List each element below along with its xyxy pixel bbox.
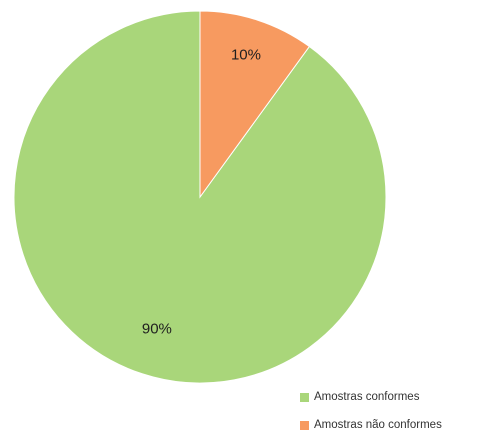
legend-item-nao-conformes: Amostras não conformes bbox=[300, 416, 492, 434]
chart-legend: Amostras conformes Amostras não conforme… bbox=[300, 388, 492, 444]
pie-slices bbox=[13, 10, 387, 384]
legend-label-conformes: Amostras conformes bbox=[314, 391, 420, 403]
pie-slice-1 bbox=[199, 10, 311, 199]
pie-data-labels: 90% 10% bbox=[142, 46, 261, 337]
legend-swatch-nao-conformes bbox=[300, 420, 309, 430]
legend-swatch-conformes bbox=[300, 392, 309, 402]
pie-data-label-0: 90% bbox=[142, 321, 172, 338]
legend-item-conformes: Amostras conformes bbox=[300, 388, 492, 406]
pie-data-label-1: 10% bbox=[231, 46, 261, 63]
legend-label-nao-conformes: Amostras não conformes bbox=[314, 419, 442, 431]
